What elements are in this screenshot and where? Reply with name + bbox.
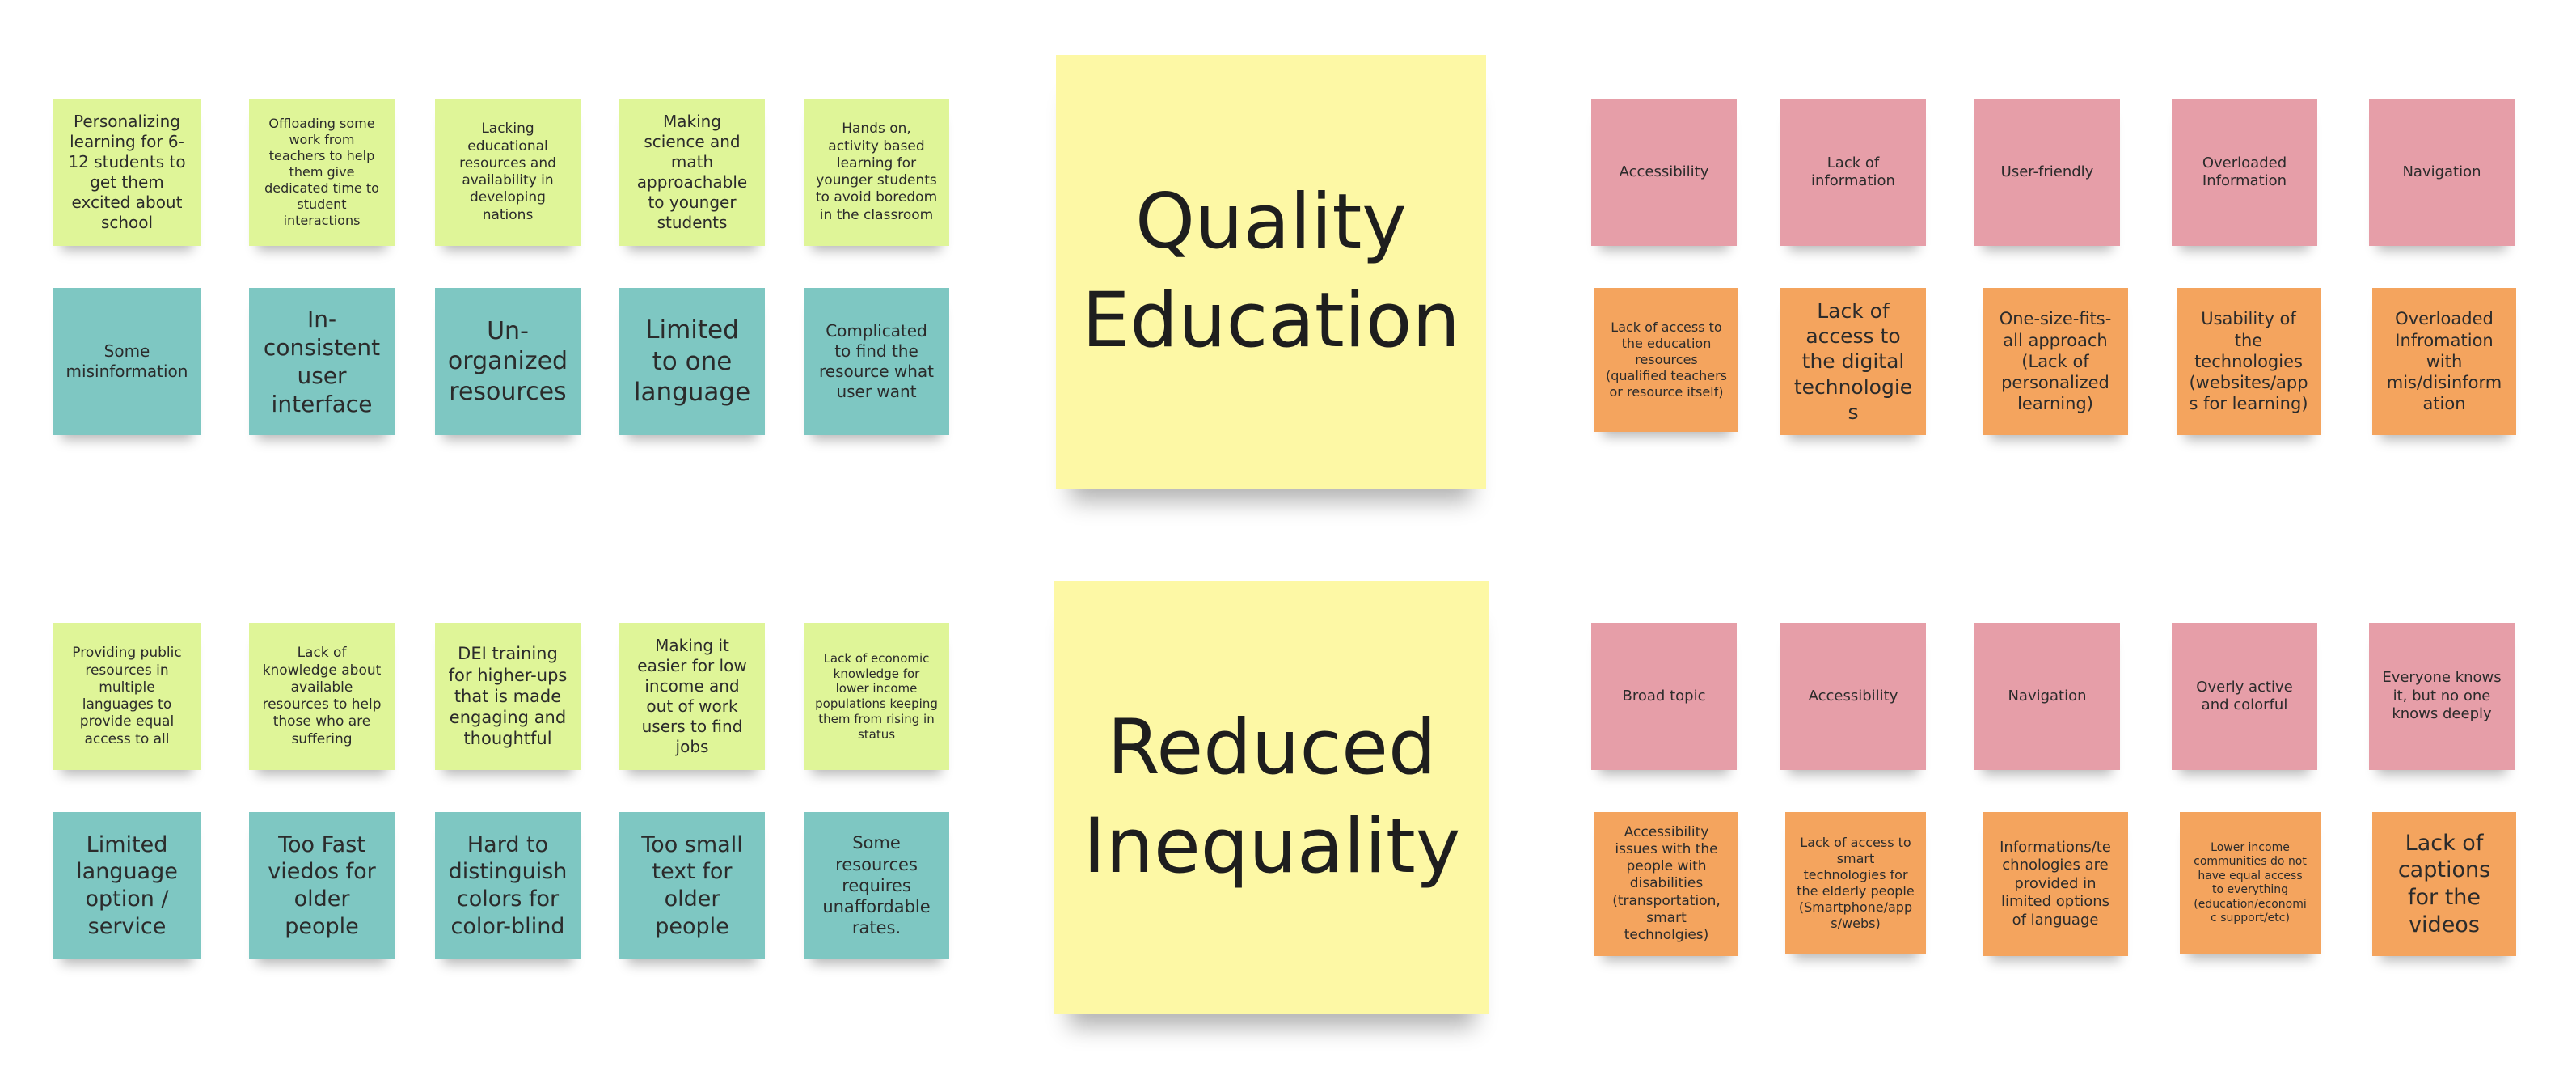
sticky-note[interactable]: Lack of access to smart technologies for… xyxy=(1785,812,1926,954)
note-text: DEI training for higher-ups that is made… xyxy=(448,644,568,749)
note-text: Too small text for older people xyxy=(641,831,743,939)
note-text: Offloading some work from teachers to he… xyxy=(264,116,379,228)
topic-title: Quality Education xyxy=(1082,177,1460,365)
sticky-note[interactable]: Navigation xyxy=(2369,99,2515,246)
note-text: Hands on, activity based learning for yo… xyxy=(815,121,938,223)
note-text: One-size-fits-all approach (Lack of pers… xyxy=(1999,309,2112,414)
note-text: Lack of captions for the videos xyxy=(2397,830,2491,937)
sticky-note[interactable]: Personalizing learning for 6-12 students… xyxy=(53,99,201,246)
sticky-note[interactable]: Lack of economic knowledge for lower inc… xyxy=(804,623,949,770)
sticky-note[interactable]: One-size-fits-all approach (Lack of pers… xyxy=(1983,288,2128,435)
sticky-note[interactable]: Some misinformation xyxy=(53,288,201,435)
sticky-note[interactable]: Lack of access to the education resource… xyxy=(1594,288,1738,432)
sticky-note[interactable]: Providing public resources in multiple l… xyxy=(53,623,201,770)
topic-note-quality-education[interactable]: Quality Education xyxy=(1056,55,1486,489)
note-text: Providing public resources in multiple l… xyxy=(72,645,182,747)
note-text: Making it easier for low income and out … xyxy=(637,636,747,756)
sticky-note[interactable]: Accessibility issues with the people wit… xyxy=(1594,812,1738,956)
sticky-note[interactable]: Hard to distinguish colors for color-bli… xyxy=(435,812,581,959)
sticky-note[interactable]: Lack of access to the digital technologi… xyxy=(1780,288,1926,435)
sticky-note[interactable]: Lower income communities do not have equ… xyxy=(2180,812,2321,954)
note-text: Navigation xyxy=(2008,687,2087,705)
topic-note-reduced-inequality[interactable]: Reduced Inequality xyxy=(1054,581,1489,1014)
note-text: Informations/te chnologies are provided … xyxy=(2000,838,2111,929)
note-text: Making science and math approachable to … xyxy=(636,112,748,232)
note-text: In-consistent user interface xyxy=(263,306,381,417)
note-text: Accessibility xyxy=(1808,687,1898,705)
note-text: Limited language option / service xyxy=(76,831,178,939)
sticky-note[interactable]: Lacking educational resources and availa… xyxy=(435,99,581,246)
sticky-note[interactable]: Overloaded Infromation with mis/disinfor… xyxy=(2372,288,2516,435)
sticky-note[interactable]: Everyone knows it, but no one knows deep… xyxy=(2369,623,2515,770)
note-text: Lack of access to the education resource… xyxy=(1606,319,1728,400)
note-text: Hard to distinguish colors for color-bli… xyxy=(448,831,568,939)
sticky-note[interactable]: Lack of knowledge about available resour… xyxy=(249,623,395,770)
sticky-note[interactable]: User-friendly xyxy=(1974,99,2120,246)
note-text: User-friendly xyxy=(2000,163,2094,180)
note-text: Lack of access to the digital technologi… xyxy=(1793,298,1913,424)
sticky-note[interactable]: Making science and math approachable to … xyxy=(619,99,765,246)
note-text: Lower income communities do not have equ… xyxy=(2194,840,2307,925)
sticky-note[interactable]: Usability of the technologies (websites/… xyxy=(2177,288,2321,435)
sticky-note[interactable]: Overloaded Information xyxy=(2172,99,2317,246)
sticky-note[interactable]: Too small text for older people xyxy=(619,812,765,959)
sticky-note[interactable]: Lack of captions for the videos xyxy=(2372,812,2516,956)
sticky-note[interactable]: Limited to one language xyxy=(619,288,765,435)
sticky-note[interactable]: DEI training for higher-ups that is made… xyxy=(435,623,581,770)
sticky-note[interactable]: Accessibility xyxy=(1780,623,1926,770)
note-text: Overly active and colorful xyxy=(2196,678,2293,714)
note-text: Personalizing learning for 6-12 students… xyxy=(68,112,186,232)
note-text: Lack of knowledge about available resour… xyxy=(262,645,382,747)
sticky-note[interactable]: Complicated to find the resource what us… xyxy=(804,288,949,435)
note-text: Lacking educational resources and availa… xyxy=(459,121,556,223)
sticky-note[interactable]: Making it easier for low income and out … xyxy=(619,623,765,770)
note-text: Un-organized resources xyxy=(447,316,568,406)
topic-title: Reduced Inequality xyxy=(1083,703,1461,891)
note-text: Too Fast viedos for older people xyxy=(268,831,376,939)
note-text: Some resources requires unaffordable rat… xyxy=(822,833,931,938)
sticky-note[interactable]: Lack of information xyxy=(1780,99,1926,246)
sticky-note[interactable]: Un-organized resources xyxy=(435,288,581,435)
sticky-note[interactable]: Hands on, activity based learning for yo… xyxy=(804,99,949,246)
note-text: Lack of information xyxy=(1811,154,1895,190)
sticky-note[interactable]: Too Fast viedos for older people xyxy=(249,812,395,959)
note-text: Complicated to find the resource what us… xyxy=(819,321,934,401)
note-text: Overloaded Infromation with mis/disinfor… xyxy=(2386,309,2502,414)
note-text: Overloaded Information xyxy=(2202,154,2287,190)
sticky-note[interactable]: Broad topic xyxy=(1591,623,1737,770)
note-text: Navigation xyxy=(2402,163,2481,180)
note-text: Accessibility issues with the people wit… xyxy=(1612,823,1721,944)
note-text: Everyone knows it, but no one knows deep… xyxy=(2382,669,2502,723)
note-text: Usability of the technologies (websites/… xyxy=(2189,309,2308,414)
note-text: Limited to one language xyxy=(633,315,751,408)
sticky-note[interactable]: Accessibility xyxy=(1591,99,1737,246)
note-text: Lack of economic knowledge for lower inc… xyxy=(815,650,938,742)
sticky-note[interactable]: Informations/te chnologies are provided … xyxy=(1983,812,2128,956)
note-text: Some misinformation xyxy=(65,341,188,381)
sticky-note[interactable]: Some resources requires unaffordable rat… xyxy=(804,812,949,959)
sticky-note[interactable]: Limited language option / service xyxy=(53,812,201,959)
sticky-note[interactable]: Navigation xyxy=(1974,623,2120,770)
note-text: Lack of access to smart technologies for… xyxy=(1797,835,1915,931)
sticky-note[interactable]: Offloading some work from teachers to he… xyxy=(249,99,395,246)
sticky-note[interactable]: In-consistent user interface xyxy=(249,288,395,435)
note-text: Broad topic xyxy=(1622,687,1706,705)
note-text: Accessibility xyxy=(1619,163,1709,180)
sticky-note[interactable]: Overly active and colorful xyxy=(2172,623,2317,770)
